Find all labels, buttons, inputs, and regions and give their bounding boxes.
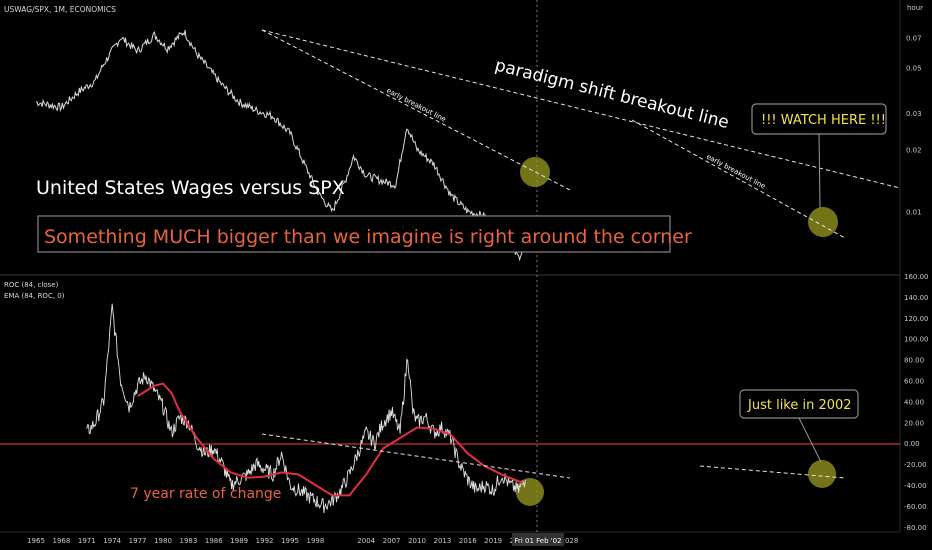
time-tick-label: 2028 — [560, 537, 578, 545]
time-tick-label: 1980 — [154, 537, 172, 545]
title-annotation: United States Wages versus SPX — [36, 177, 345, 199]
time-axis: 1965 1968 1971 1974 1977 1980 1983 1986 1989 1992… — [27, 537, 578, 545]
roc-series-line — [86, 303, 526, 514]
rate-of-change-label: 7 year rate of change — [130, 486, 281, 502]
roc-tick-label: -20.00 — [904, 461, 927, 469]
time-tick-label: 1971 — [78, 537, 96, 545]
crosshair-time-box — [512, 533, 564, 546]
roc-tick-label: 40.00 — [904, 398, 924, 406]
paradigm-shift-trendline — [261, 29, 901, 189]
highlight-circle-now-top — [808, 207, 838, 237]
time-tick-label: 1968 — [52, 537, 70, 545]
price-tick-label: 0.05 — [906, 64, 922, 72]
time-tick-label: 1992 — [256, 537, 274, 545]
time-tick-label: 2016 — [459, 537, 477, 545]
time-tick-label: 2004 — [357, 537, 375, 545]
just-like-callout-text: Just like in 2002 — [747, 398, 852, 413]
roc-tick-label: -80.00 — [904, 524, 927, 532]
price-series-line — [35, 29, 526, 262]
headline-box — [37, 215, 671, 253]
ema-series-line — [137, 382, 524, 497]
time-tick-label: 1974 — [103, 537, 121, 545]
early-breakout-trendline-1 — [261, 29, 571, 191]
time-tick-label: 1995 — [281, 537, 299, 545]
roc-tick-label: 140.00 — [904, 294, 929, 302]
time-tick-label: 1965 — [27, 537, 45, 545]
symbol-legend: USWAG/SPX, 1M, ECONOMICS — [4, 5, 116, 14]
roc-tick-label: 80.00 — [904, 357, 924, 365]
time-tick-label: 2013 — [433, 537, 451, 545]
early-breakout-trendline-2 — [631, 119, 846, 239]
highlight-circle-2002-top — [520, 157, 550, 187]
price-tick-label: 0.02 — [906, 146, 922, 154]
roc-tick-label: 100.00 — [904, 336, 929, 344]
price-axis-top: 0.07 0.05 0.03 0.02 0.01 — [906, 34, 922, 216]
roc-tick-label: -40.00 — [904, 482, 927, 490]
time-tick-label: 1977 — [129, 537, 147, 545]
time-tick-label: 1998 — [306, 537, 324, 545]
headline-annotation: Something MUCH bigger than we imagine is… — [44, 226, 692, 248]
watch-callout-text: !!! WATCH HERE !!! — [761, 113, 886, 128]
price-axis-bottom: 160.00 140.00 120.00 100.00 80.00 60.00 40.00 2… — [904, 273, 929, 532]
roc-trendline-1 — [261, 433, 571, 479]
time-tick-label: 1983 — [179, 537, 197, 545]
roc-tick-label: 0.00 — [904, 440, 920, 448]
price-tick-label: 0.07 — [906, 34, 922, 42]
price-tick-label: 0.03 — [906, 110, 922, 118]
crosshair-time-label: Fri 01 Feb '02 — [514, 537, 561, 545]
roc-legend: ROC (84, close) — [4, 281, 59, 289]
roc-tick-label: 60.00 — [904, 377, 924, 385]
time-tick-label: 2019 — [484, 537, 502, 545]
just-like-callout-pointer — [798, 417, 822, 463]
highlight-circle-now-bottom — [808, 460, 836, 488]
roc-tick-label: -60.00 — [904, 503, 927, 511]
ema-legend: EMA (84, ROC, 0) — [4, 292, 65, 300]
roc-tick-label: 120.00 — [904, 315, 929, 323]
timeframe-label: hour — [907, 4, 923, 12]
time-tick-label: 1989 — [230, 537, 248, 545]
roc-tick-label: 160.00 — [904, 273, 929, 281]
watch-callout-pointer — [818, 133, 821, 209]
roc-tick-label: 20.00 — [904, 419, 924, 427]
time-tick-label: 2007 — [383, 537, 401, 545]
highlight-circle-2002-bottom — [516, 478, 544, 506]
roc-trendline-2 — [699, 465, 846, 479]
time-tick-label: 2010 — [408, 537, 426, 545]
price-tick-label: 0.01 — [906, 209, 922, 217]
time-tick-label: 1986 — [205, 537, 223, 545]
